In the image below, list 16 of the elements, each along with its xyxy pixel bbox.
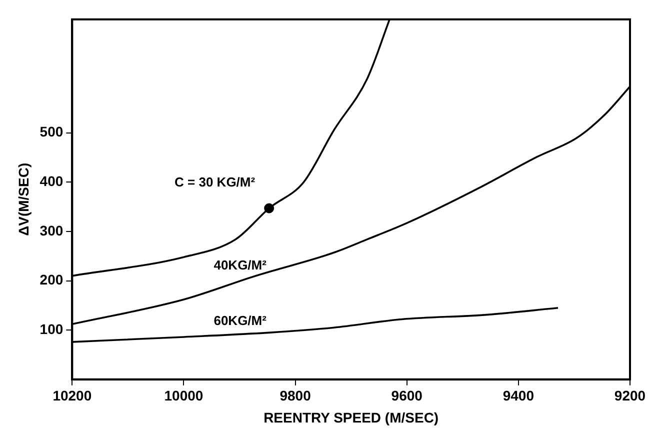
x-tick-label: 9200: [614, 388, 646, 404]
y-axis-title: ΔV(M/SEC): [15, 162, 32, 236]
x-tick-label: 10200: [52, 388, 92, 404]
series-label: 40KG/M²: [214, 258, 268, 273]
y-tick-label: 400: [40, 173, 64, 189]
y-tick-label: 100: [40, 320, 64, 337]
x-tick-label: 9800: [280, 388, 312, 404]
y-tick-label: 200: [40, 272, 64, 288]
x-tick-label: 9600: [391, 388, 423, 404]
x-tick-label: 10000: [164, 388, 204, 404]
series-label: C = 30 KG/M²: [174, 174, 256, 190]
y-tick-label: 300: [40, 222, 64, 238]
x-axis-title: REENTRY SPEED (M/SEC): [264, 409, 439, 426]
series-label: 60KG/M²: [214, 312, 268, 328]
x-tick-label: 9400: [502, 388, 534, 404]
y-tick-label: 500: [40, 124, 64, 140]
